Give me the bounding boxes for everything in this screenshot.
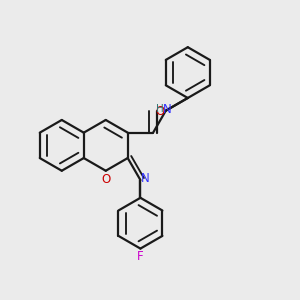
Text: N: N [141,172,150,185]
Text: O: O [101,173,110,186]
Text: F: F [137,250,144,263]
Text: H: H [156,104,164,114]
Text: N: N [163,103,172,116]
Text: O: O [155,105,164,118]
